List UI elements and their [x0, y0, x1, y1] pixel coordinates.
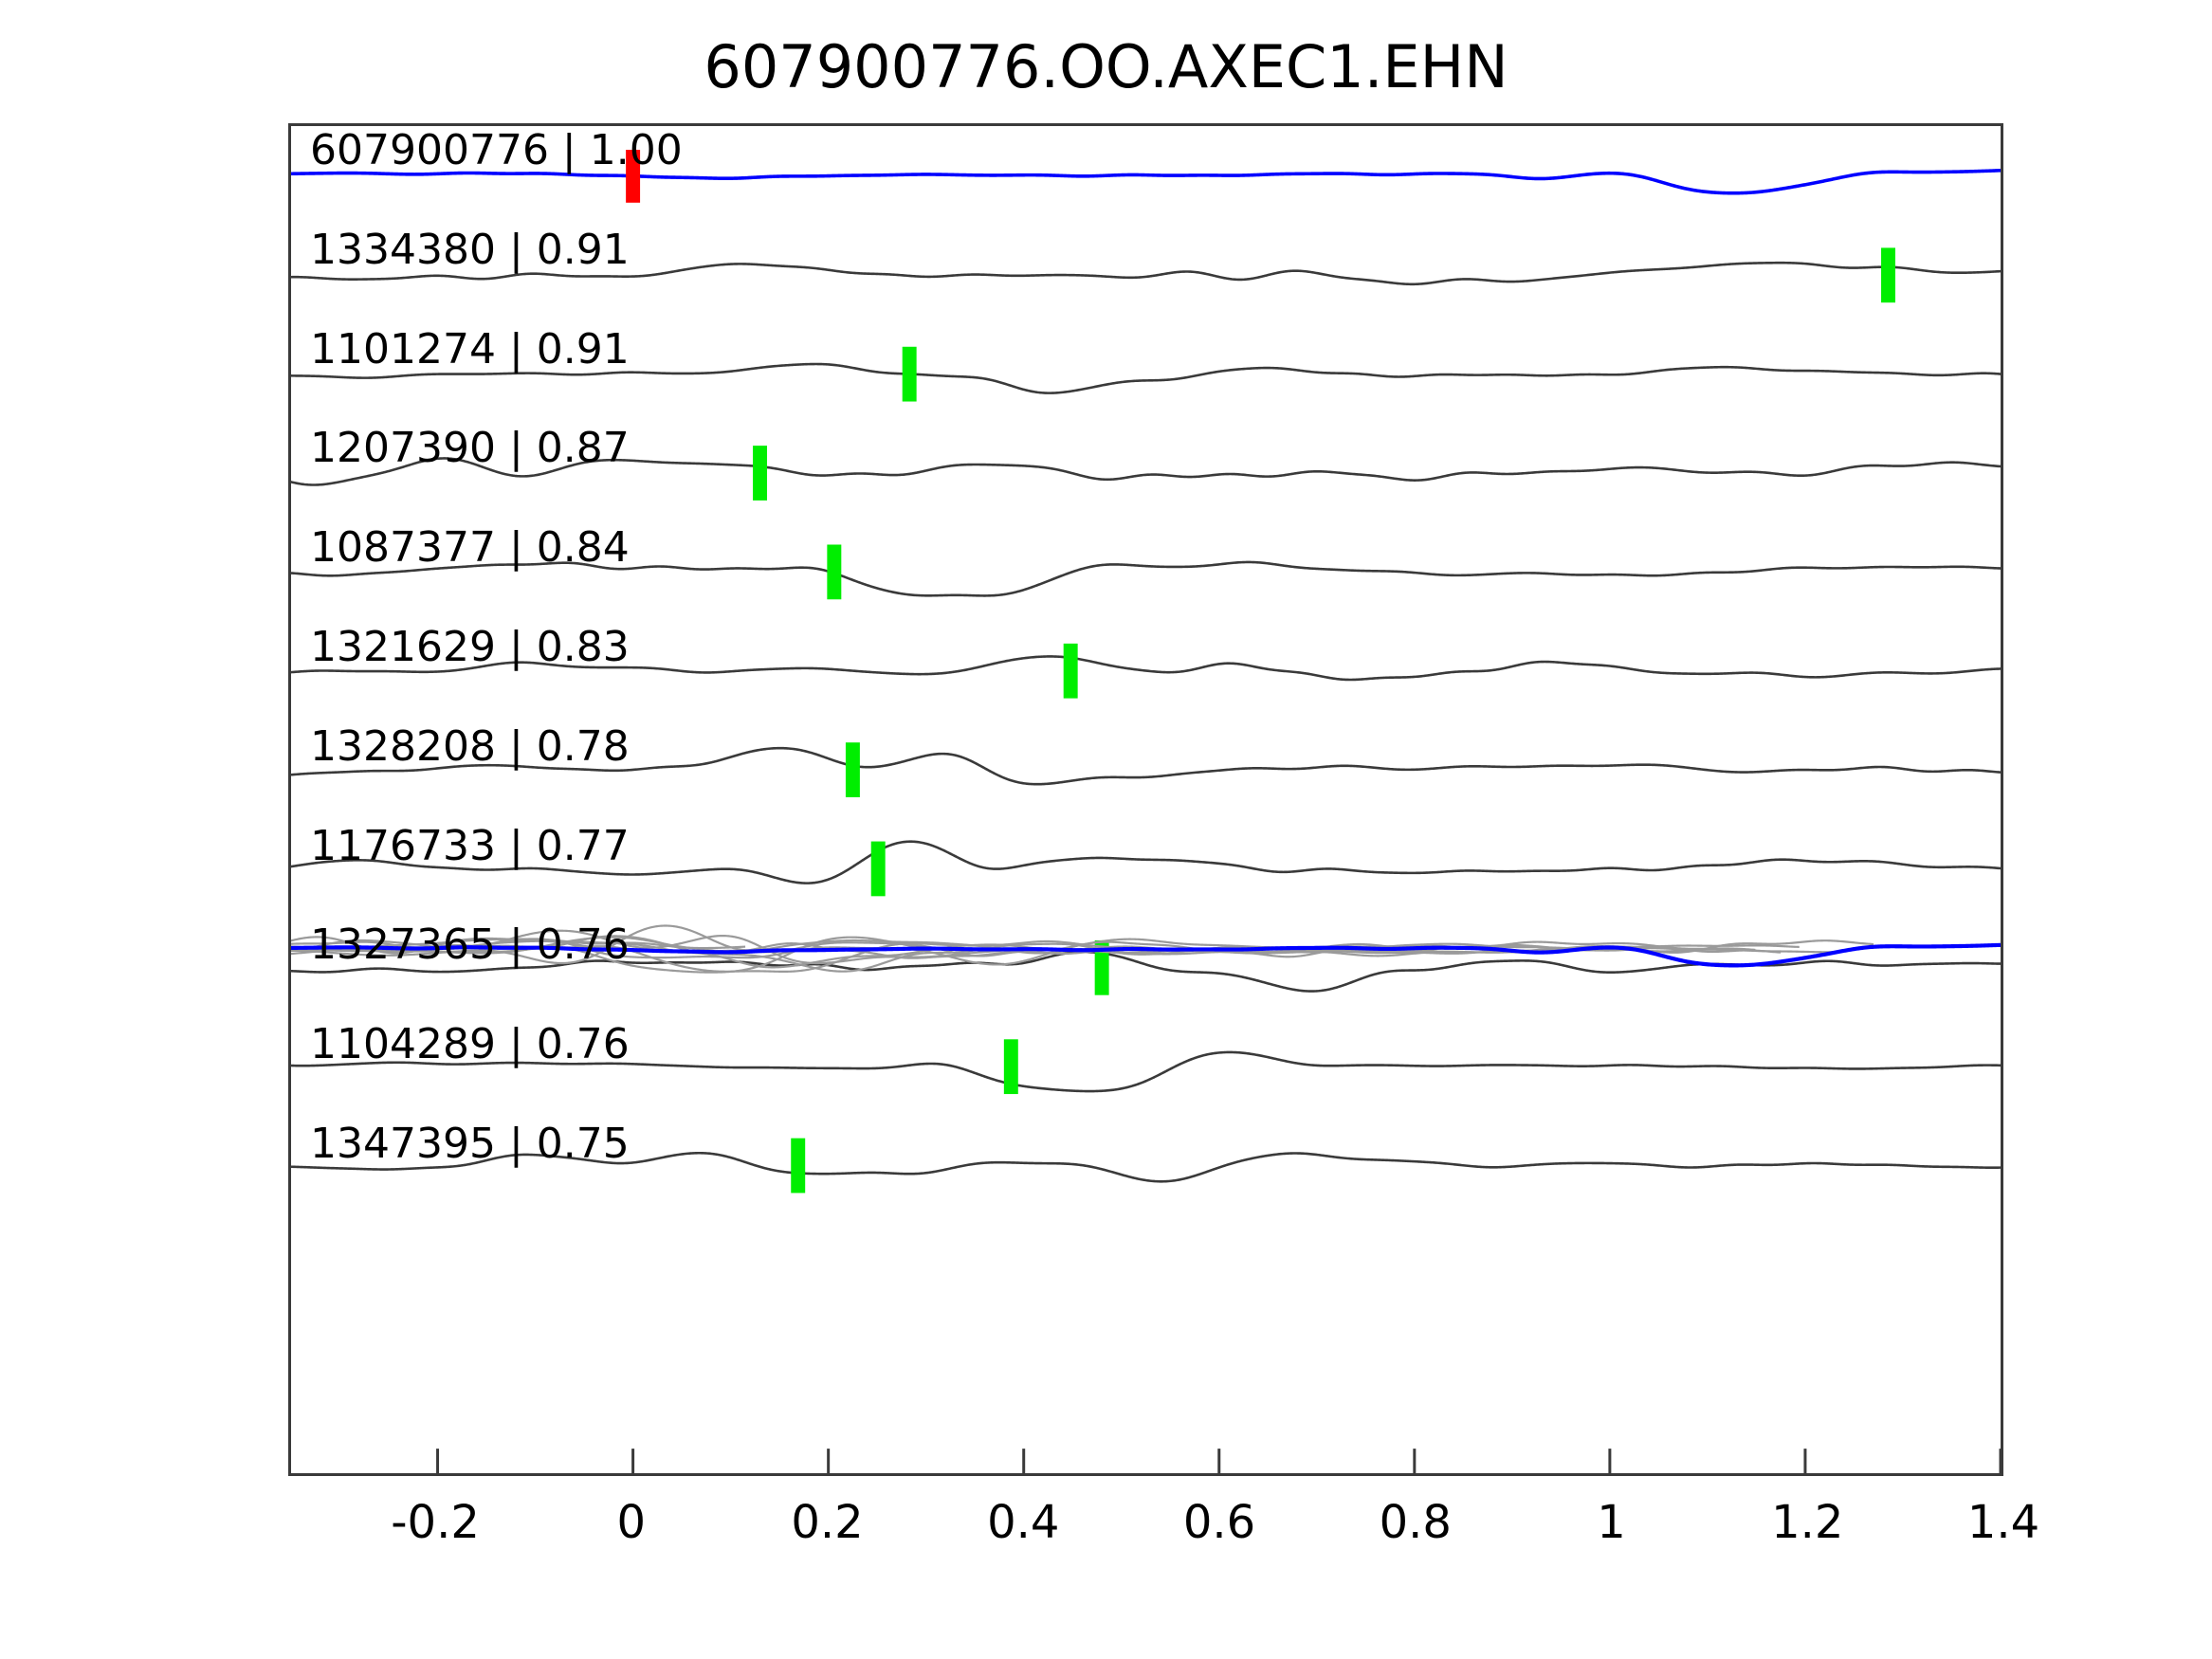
- template-pick-marker-607900776: [626, 150, 641, 203]
- trace-label-1321629: 1321629 | 0.83: [310, 623, 630, 671]
- trace-label-1347395: 1347395 | 0.75: [310, 1120, 630, 1168]
- waveform-trace-1207390: [291, 457, 2001, 486]
- trace-label-1101274: 1101274 | 0.91: [310, 324, 630, 374]
- x-tick-label-8: 1.4: [1966, 1496, 2040, 1549]
- page-title: 607900776.OO.AXEC1.EHN: [704, 32, 1508, 101]
- waveform-trace-1321629: [291, 655, 2001, 682]
- detection-pick-marker-1087377: [827, 544, 842, 600]
- x-tick-label-2: 0.2: [791, 1496, 864, 1549]
- detection-pick-marker-1328208: [845, 742, 860, 797]
- trace-label-607900776: 607900776 | 1.00: [310, 126, 683, 174]
- detection-pick-marker-1104289: [1003, 1039, 1018, 1095]
- stack-template-trace: [291, 942, 2001, 968]
- waveform-canvas: [291, 150, 2001, 1473]
- trace-label-1176733: 1176733 | 0.77: [310, 821, 630, 870]
- detection-pick-marker-1101274: [902, 346, 917, 402]
- x-tick-label-5: 0.8: [1379, 1496, 1452, 1549]
- trace-label-1328208: 1328208 | 0.78: [310, 721, 630, 771]
- detection-pick-marker-1327365: [1094, 939, 1109, 995]
- waveform-trace-1101274: [291, 362, 2001, 394]
- x-tick-label-7: 1.2: [1771, 1496, 1844, 1549]
- detection-pick-marker-1176733: [870, 841, 886, 897]
- plot-area: 607900776 | 1.00 1334380 | 0.91 1101274 | …: [288, 123, 2003, 1476]
- detection-pick-marker-1347395: [791, 1138, 806, 1194]
- trace-label-1327365: 1327365 | 0.76: [310, 921, 630, 970]
- waveform-trace-1328208: [291, 746, 2001, 786]
- waveform-trace-1176733: [291, 840, 2001, 884]
- trace-label-1104289: 1104289 | 0.76: [310, 1020, 630, 1069]
- detection-pick-marker-1207390: [753, 446, 768, 501]
- x-tick-label-1: 0: [616, 1496, 647, 1549]
- waveform-trace-1334380: [291, 261, 2001, 286]
- waveform-trace-607900776: [291, 169, 2001, 195]
- detection-pick-marker-1321629: [1063, 643, 1078, 699]
- waveform-trace-1087377: [291, 560, 2001, 597]
- detection-pick-marker-1334380: [1881, 247, 1895, 303]
- x-tick-label-0: -0.2: [391, 1496, 480, 1549]
- trace-label-1334380: 1334380 | 0.91: [310, 225, 630, 274]
- x-axis-tick-labels: -0.2 0 0.2 0.4 0.6 0.8 1 1.2 1.4: [0, 1496, 2212, 1572]
- trace-label-1207390: 1207390 | 0.87: [310, 424, 630, 473]
- x-tick-label-3: 0.4: [987, 1496, 1060, 1549]
- trace-label-1087377: 1087377 | 0.84: [310, 523, 630, 573]
- x-tick-label-6: 1: [1597, 1496, 1626, 1549]
- x-tick-label-4: 0.6: [1182, 1496, 1256, 1549]
- waveform-trace-1347395: [291, 1151, 2001, 1183]
- waveform-trace-1104289: [291, 1050, 2001, 1093]
